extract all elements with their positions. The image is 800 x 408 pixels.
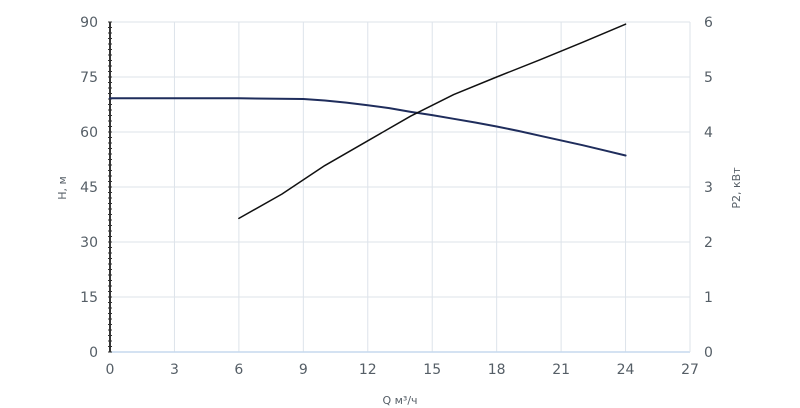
y2-axis-title: P2, кВт — [730, 167, 743, 209]
y2-axis-ticks: 0 1 2 3 4 5 6 — [704, 15, 713, 361]
x-tick-label: 12 — [359, 362, 377, 378]
y-tick-label: 45 — [80, 180, 98, 196]
x-tick-label: 18 — [488, 362, 506, 378]
y-tick-label: 90 — [80, 15, 98, 31]
power-curve-line — [238, 23, 627, 220]
y2-tick-label: 3 — [704, 180, 713, 196]
x-tick-label: 3 — [170, 362, 179, 378]
y-tick-label: 60 — [80, 125, 98, 141]
x-tick-label: 9 — [299, 362, 308, 378]
x-tick-label: 15 — [423, 362, 441, 378]
x-tick-label: 21 — [552, 362, 570, 378]
y-tick-label: 30 — [80, 235, 98, 251]
y2-tick-label: 4 — [704, 125, 713, 141]
x-tick-label: 24 — [617, 362, 635, 378]
plot-frame — [110, 22, 691, 353]
x-tick-label: 0 — [106, 362, 115, 378]
x-tick-label: 6 — [234, 362, 243, 378]
head-curve-line — [109, 97, 627, 157]
y-tick-label: 15 — [80, 290, 98, 306]
y-axis-ticks: 0 15 30 45 60 75 90 — [80, 15, 98, 361]
x-tick-label: 27 — [681, 362, 699, 378]
y2-tick-label: 6 — [704, 15, 713, 31]
y-tick-label: 0 — [89, 345, 98, 361]
x-axis-ticks: 0 3 6 9 12 15 18 21 24 27 — [106, 362, 699, 378]
y2-tick-label: 2 — [704, 235, 713, 251]
y2-tick-label: 5 — [704, 70, 713, 86]
left-axis — [108, 21, 112, 353]
y2-tick-label: 1 — [704, 290, 713, 306]
y-axis-title: H, м — [56, 176, 69, 200]
series-layer — [109, 23, 627, 220]
grid — [110, 21, 691, 352]
y2-tick-label: 0 — [704, 345, 713, 361]
x-axis-title: Q м³/ч — [382, 394, 417, 407]
y-tick-label: 75 — [80, 70, 98, 86]
